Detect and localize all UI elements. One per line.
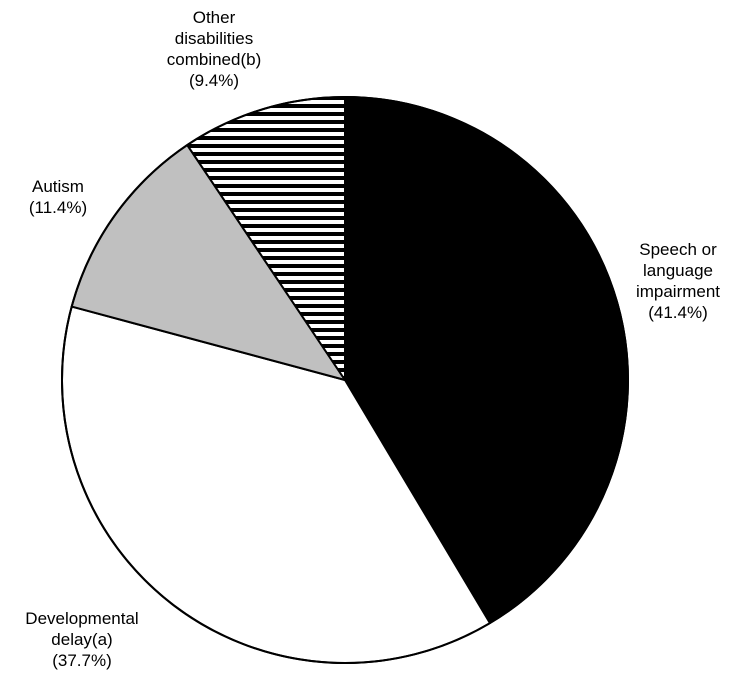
slice-name-line: disabilities	[175, 29, 253, 48]
slice-label-2: Developmental delay(a) (37.7%)	[25, 609, 138, 670]
slice-value-label: (37.7%)	[52, 651, 112, 670]
pie-slices	[61, 96, 629, 664]
slice-label-3: Autism (11.4%)	[29, 177, 87, 217]
slice-label-1: Speech or language impairment (41.4%)	[636, 240, 720, 322]
slice-name-line: Developmental	[25, 609, 138, 628]
pie-labels: Speech or language impairment (41.4%) Develo…	[25, 8, 720, 670]
slice-value-label: (11.4%)	[29, 198, 87, 217]
slice-name-line: delay(a)	[51, 630, 112, 649]
slice-value-label: (9.4%)	[189, 71, 239, 90]
slice-name-line: Speech or	[639, 240, 717, 259]
slice-name-line: language	[643, 261, 713, 280]
slice-name-line: combined(b)	[167, 50, 262, 69]
slice-name-line: impairment	[636, 282, 720, 301]
slice-value-label: (41.4%)	[648, 303, 708, 322]
pie-outline	[61, 96, 629, 664]
slice-label-4: Other disabilities combined(b) (9.4%)	[167, 8, 262, 90]
slice-name-line: Other	[193, 8, 236, 27]
slice-name-line: Autism	[32, 177, 84, 196]
